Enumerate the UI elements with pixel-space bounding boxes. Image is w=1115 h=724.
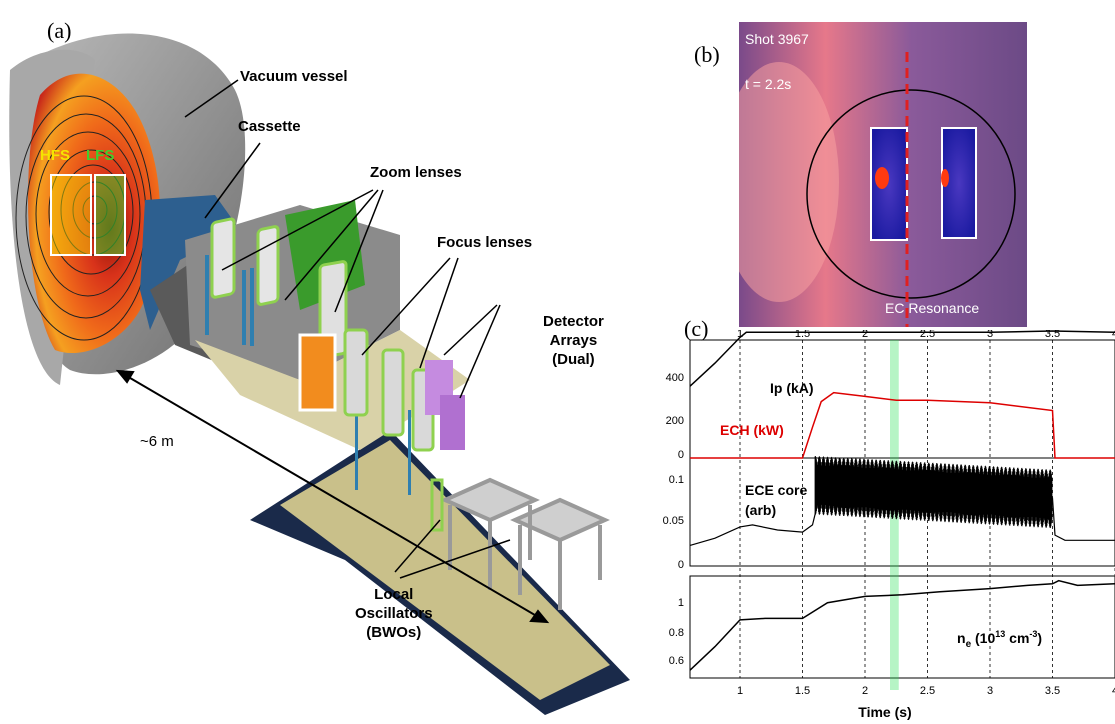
subplot-ip-ech-frame [689, 339, 1115, 459]
panel-a-letter: (a) [47, 18, 72, 43]
xtick-label: 3 [987, 330, 993, 340]
base-platform [280, 440, 610, 700]
ytick-label: 0.8 [669, 627, 684, 639]
ne-label-end: ) [1037, 630, 1042, 646]
panel-c-letter: (c) [684, 316, 709, 341]
ytick-label: 1 [678, 597, 684, 609]
zoom-lens-group [210, 217, 348, 359]
ytick-label: 0 [678, 449, 684, 461]
xtick-label: 1.5 [795, 330, 810, 340]
label-cassette: Cassette [238, 118, 301, 135]
ecei-camera-image: Shot 3967 t = 2.2s EC Resonance [739, 22, 1027, 327]
ytick-label: 0 [678, 559, 684, 571]
xtick-label: 2 [862, 330, 868, 340]
detector-array-2 [440, 395, 465, 450]
label-distance: ~6 m [140, 433, 174, 450]
ne-label-mid: (10 [971, 630, 995, 646]
xticks-bottom: 1 1.5 2 2.5 3 3.5 4 [737, 685, 1115, 697]
xtick-label: 1.5 [795, 685, 810, 697]
ece-core-fluctuation [814, 456, 1053, 528]
series-ip-ka- [689, 330, 1115, 387]
ece-label-1: ECE core [745, 482, 807, 498]
label-hfs: HFS [40, 147, 70, 164]
highlight-band [890, 340, 899, 690]
label-zoom-lenses: Zoom lenses [370, 164, 462, 181]
ytick-label: 0.1 [669, 474, 684, 486]
ip-label: Ip (kA) [770, 380, 814, 396]
ece-label-2: (arb) [745, 502, 776, 518]
ne-label: ne (1013 cm-3) [957, 629, 1042, 650]
ec-resonance-label: EC Resonance [885, 300, 979, 316]
ytick-label: 0.05 [663, 515, 684, 527]
orange-window [298, 333, 337, 412]
yticks-ip: 400 200 0 [666, 372, 684, 461]
panel-b-letter: (b) [694, 42, 720, 67]
label-detector-arrays-line1: Detector [543, 313, 604, 330]
yticks-ece: 0.1 0.05 0 [663, 474, 684, 571]
lfs-window [94, 174, 126, 256]
label-detector-arrays-line3: (Dual) [552, 351, 595, 368]
hotspot-left [875, 167, 889, 189]
label-vacuum-vessel: Vacuum vessel [240, 68, 348, 85]
shot-label: Shot 3967 [745, 31, 809, 47]
xtick-label: 2.5 [920, 685, 935, 697]
series-layer [689, 330, 1115, 671]
ne-label-base: n [957, 630, 966, 646]
label-detector-arrays: Detector Arrays (Dual) [543, 312, 604, 369]
xtick-label: 1 [737, 330, 743, 340]
label-local-oscillators-line3: (BWOs) [366, 624, 422, 641]
label-lfs: LFS [86, 147, 115, 164]
plasma-glow [739, 62, 839, 302]
ytick-label: 0.6 [669, 655, 684, 667]
hfs-window [50, 174, 92, 256]
label-local-oscillators-line1: Local [374, 586, 414, 603]
distance-arrow [115, 369, 550, 624]
ne-label-mid2: cm [1005, 630, 1029, 646]
x-axis-label: Time (s) [858, 704, 911, 720]
green-stand [430, 478, 444, 532]
subplot-ne-frame [689, 575, 1115, 679]
xtick-label: 1 [737, 685, 743, 697]
ne-label-sub: e [966, 639, 972, 650]
xtick-label: 3 [987, 685, 993, 697]
label-detector-arrays-line2: Arrays [549, 332, 598, 349]
ne-label-sup2: -3 [1029, 629, 1037, 639]
xtick-label: 4 [1112, 330, 1115, 340]
label-local-oscillators: Local Oscillators (BWOs) [355, 585, 433, 642]
xtick-label: 2 [862, 685, 868, 697]
label-focus-lenses: Focus lenses [437, 234, 533, 251]
xtick-label: 3.5 [1045, 685, 1060, 697]
local-oscillator-frames [440, 477, 610, 610]
viewport-circle [806, 89, 1016, 299]
ecei-system-diagram [9, 33, 630, 715]
time-label: t = 2.2s [745, 76, 791, 92]
ytick-label: 200 [666, 415, 684, 427]
xtick-label: 3.5 [1045, 330, 1060, 340]
callout-arrows [184, 79, 511, 579]
series-n-e [689, 579, 1115, 671]
xticks-top: 1 1.5 2 2.5 3 3.5 4 [737, 330, 1115, 340]
hotspot-right [941, 169, 949, 187]
support-posts [205, 255, 411, 495]
label-local-oscillators-line2: Oscillators [355, 605, 433, 622]
xtick-label: 2.5 [920, 330, 935, 340]
ech-label: ECH (kW) [720, 422, 784, 438]
xtick-label: 4 [1112, 685, 1115, 697]
series-ech-kw- [690, 391, 1115, 459]
time-trace-chart: 1 1.5 2 2.5 3 3.5 4 1 1.5 2 2.5 3 3.5 4 400 200 0 0.… [663, 330, 1115, 720]
subplot-ece-frame [689, 457, 1115, 567]
ne-label-sup1: 13 [995, 629, 1005, 639]
ytick-label: 400 [666, 372, 684, 384]
yticks-ne: 1 0.8 0.6 [669, 597, 684, 667]
